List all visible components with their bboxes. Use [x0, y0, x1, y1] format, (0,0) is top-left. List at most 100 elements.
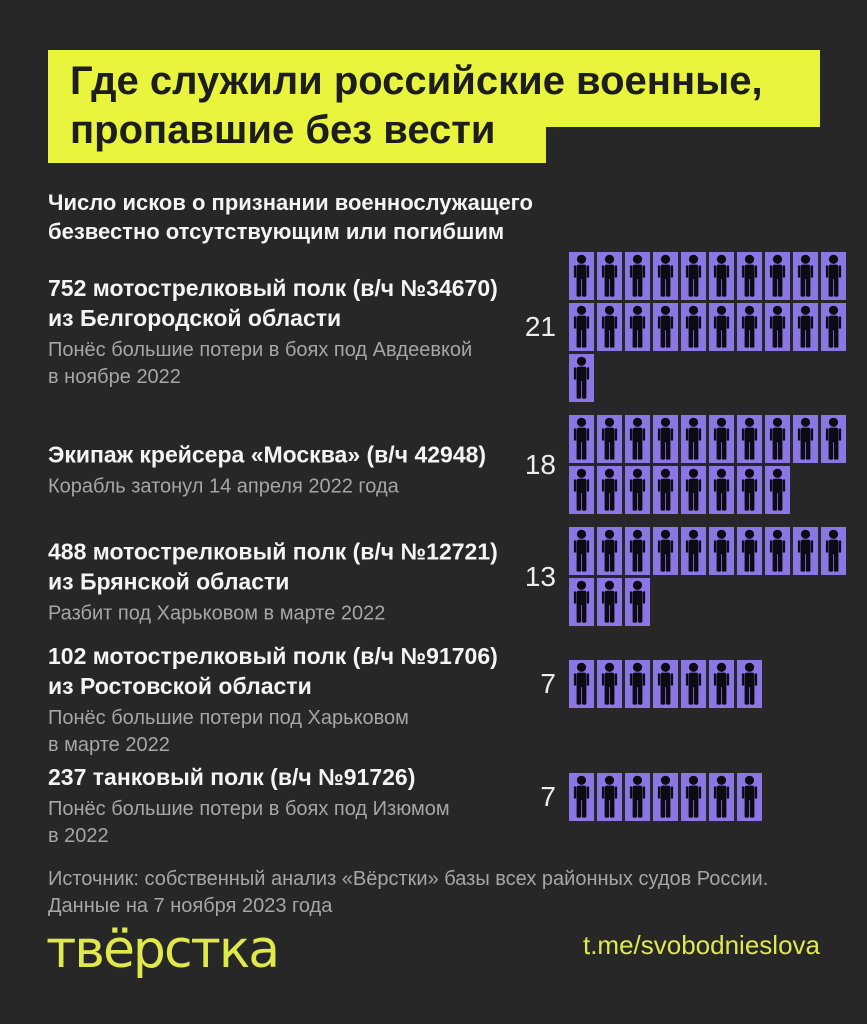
- person-icon: [625, 466, 650, 514]
- entry-row: 752 мотострелковый полк (в/ч №34670) из Б…: [0, 252, 867, 402]
- person-icon: [569, 354, 594, 402]
- source-note-line-2: Данные на 7 ноября 2023 года: [48, 895, 333, 917]
- entry-text: 488 мотострелковый полк (в/ч №12721) из Б…: [48, 536, 528, 627]
- entry-row: 237 танковый полк (в/ч №91726) Понёс бол…: [0, 764, 867, 847]
- person-icon: [709, 303, 734, 351]
- source-note: Источник: собственный анализ «Вёрстки» б…: [48, 866, 768, 920]
- person-icon: [597, 578, 622, 626]
- person-icon: [569, 773, 594, 821]
- entry-note: Понёс большие потери в боях под Авдеевко…: [48, 339, 473, 388]
- title-highlight-block-bottom: [48, 127, 546, 163]
- entry-title: 752 мотострелковый полк (в/ч №34670) из Б…: [48, 275, 498, 331]
- chart-subtitle: Число исков о признании военнослужащего …: [48, 188, 533, 246]
- person-icon: [709, 660, 734, 708]
- telegram-link[interactable]: t.me/svobodnieslova: [582, 930, 820, 960]
- person-icon: [737, 303, 762, 351]
- person-icon: [653, 415, 678, 463]
- entry-icon-grid: [569, 773, 847, 821]
- entry-title: 488 мотострелковый полк (в/ч №12721) из Б…: [48, 538, 498, 594]
- person-icon: [765, 303, 790, 351]
- person-icon: [765, 415, 790, 463]
- page-title-line-2: пропавшие без вести: [70, 108, 496, 152]
- entry-note: Понёс большие потери в боях под Изюмом в …: [48, 798, 450, 847]
- person-icon: [569, 660, 594, 708]
- entry-title: Экипаж крейсера «Москва» (в/ч 42948): [48, 441, 487, 467]
- chart-subtitle-line-2: безвестно отсутствующим или погибшим: [48, 219, 505, 244]
- person-icon: [569, 578, 594, 626]
- person-icon: [625, 527, 650, 575]
- entry-value: 18: [524, 448, 556, 480]
- person-icon: [653, 527, 678, 575]
- chart-subtitle-line-1: Число исков о признании военнослужащего: [48, 190, 533, 215]
- person-icon: [821, 415, 846, 463]
- person-icon: [625, 415, 650, 463]
- entry-value: 7: [540, 668, 556, 699]
- entry-row: 102 мотострелковый полк (в/ч №91706) из Р…: [0, 643, 867, 756]
- person-icon: [681, 415, 706, 463]
- entry-note: Разбит под Харьковом в марте 2022: [48, 602, 386, 624]
- person-icon: [765, 527, 790, 575]
- entry-icon-grid: [569, 527, 847, 626]
- entry-icon-grid: [569, 660, 847, 708]
- verstka-logo: твёрстка: [46, 920, 280, 980]
- person-icon: [765, 466, 790, 514]
- entry-value: 7: [540, 781, 556, 812]
- person-icon: [681, 252, 706, 300]
- person-icon: [709, 466, 734, 514]
- person-icon: [625, 252, 650, 300]
- person-icon: [737, 415, 762, 463]
- person-icon: [793, 527, 818, 575]
- entry-icon-grid: [569, 252, 847, 402]
- person-icon: [597, 660, 622, 708]
- person-icon: [681, 660, 706, 708]
- entry-title: 102 мотострелковый полк (в/ч №91706) из Р…: [48, 643, 498, 699]
- person-icon: [737, 773, 762, 821]
- person-icon: [821, 252, 846, 300]
- person-icon: [737, 527, 762, 575]
- source-note-line-1: Источник: собственный анализ «Вёрстки» б…: [48, 868, 769, 890]
- person-icon: [709, 252, 734, 300]
- person-icon: [793, 415, 818, 463]
- person-icon: [793, 252, 818, 300]
- entry-value: 21: [524, 311, 556, 342]
- entry-icon-grid: [569, 415, 847, 514]
- person-icon: [625, 660, 650, 708]
- page-title: Где служили российские военные, пропавши…: [70, 57, 763, 155]
- person-icon: [569, 415, 594, 463]
- person-icon: [625, 578, 650, 626]
- person-icon: [821, 527, 846, 575]
- entry-row: Экипаж крейсера «Москва» (в/ч 42948) Кор…: [0, 415, 867, 514]
- title-highlight-block-top: [48, 50, 820, 127]
- person-icon: [709, 773, 734, 821]
- person-icon: [709, 527, 734, 575]
- entry-value: 13: [524, 560, 556, 592]
- person-icon: [625, 303, 650, 351]
- person-icon: [597, 527, 622, 575]
- person-icon: [737, 252, 762, 300]
- person-icon: [653, 466, 678, 514]
- person-icon: [737, 466, 762, 514]
- entry-text: 102 мотострелковый полк (в/ч №91706) из Р…: [48, 641, 528, 759]
- person-icon: [709, 415, 734, 463]
- person-icon: [653, 252, 678, 300]
- person-icon: [681, 303, 706, 351]
- person-icon: [569, 252, 594, 300]
- person-icon: [625, 773, 650, 821]
- person-icon: [597, 773, 622, 821]
- person-icon: [569, 527, 594, 575]
- person-icon: [681, 773, 706, 821]
- person-icon: [597, 303, 622, 351]
- person-icon: [597, 466, 622, 514]
- person-icon: [653, 660, 678, 708]
- entry-text: 237 танковый полк (в/ч №91726) Понёс бол…: [48, 762, 528, 850]
- person-icon: [569, 466, 594, 514]
- entry-row: 488 мотострелковый полк (в/ч №12721) из Б…: [0, 527, 867, 626]
- person-icon: [681, 466, 706, 514]
- entry-text: 752 мотострелковый полк (в/ч №34670) из Б…: [48, 273, 528, 391]
- person-icon: [737, 660, 762, 708]
- entry-text: Экипаж крейсера «Москва» (в/ч 42948) Кор…: [48, 439, 528, 500]
- person-icon: [653, 773, 678, 821]
- page-title-line-1: Где служили российские военные,: [70, 59, 763, 103]
